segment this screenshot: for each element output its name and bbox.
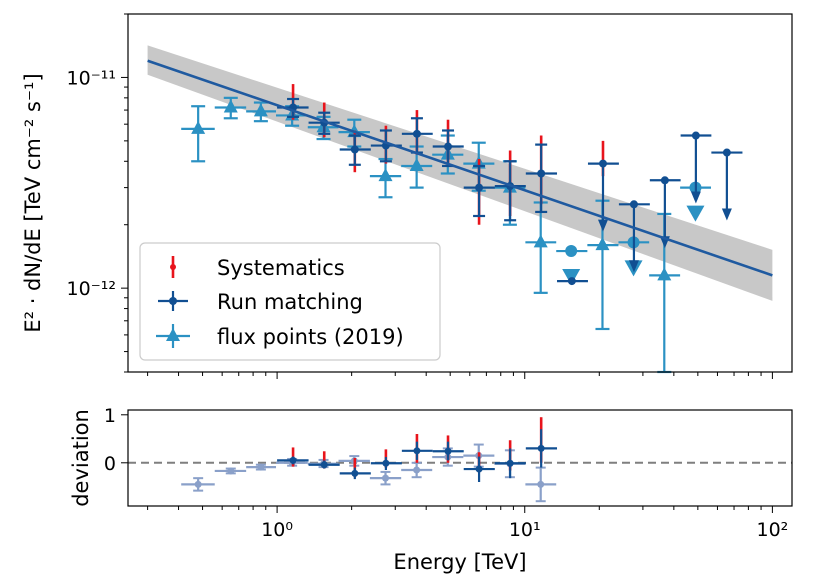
residual-flux-point-2019 xyxy=(246,463,277,471)
main-spectrum-panel: 10⁻¹¹ 10⁻¹² E² · dN/dE [TeV cm⁻² s⁻¹] Syste… xyxy=(21,13,793,379)
flux-ul-arrow xyxy=(562,269,581,286)
flux-point-marker xyxy=(378,168,393,182)
residual-flux-marker xyxy=(227,467,235,475)
run-matching-ul-marker xyxy=(691,131,700,140)
run-matching-ul-arrow xyxy=(690,191,701,204)
legend-box xyxy=(139,242,441,361)
run-matching-point xyxy=(339,134,371,166)
residual-run-matching-point xyxy=(370,457,402,470)
residual-y-axis-label: deviation xyxy=(69,409,93,507)
residual-flux-point-2019 xyxy=(369,470,402,486)
run-matching-point xyxy=(463,164,495,218)
residual-flux-point-2019 xyxy=(214,467,247,475)
run-matching-marker xyxy=(350,145,359,154)
flux-point-marker xyxy=(191,120,206,134)
flux-ul-arrow xyxy=(686,205,705,222)
run-matching-ul-arrow xyxy=(628,260,639,273)
run-matching-upper-limit xyxy=(649,176,681,249)
run-matching-upper-limit xyxy=(680,131,712,204)
residual-run-matching-marker xyxy=(475,465,483,473)
run-matching-marker xyxy=(444,142,453,151)
residual-panel: 1 0 10⁰ 10¹ 10² deviation Energy [TeV] xyxy=(69,405,793,574)
run-matching-marker xyxy=(537,169,546,178)
run-matching-ul-arrow xyxy=(597,219,608,232)
legend-run-matching-marker xyxy=(169,297,177,305)
residual-run-matching-point xyxy=(463,456,495,482)
residual-y-tick-label: 1 xyxy=(104,405,116,427)
legend-label: flux points (2019) xyxy=(217,325,404,349)
residual-run-matching-marker xyxy=(506,459,514,467)
flux-point-marker xyxy=(253,103,268,117)
residual-run-matching-point xyxy=(494,448,526,479)
run-matching-upper-limit xyxy=(711,148,743,221)
run-matching-marker xyxy=(567,277,576,286)
flux-point-2019 xyxy=(214,96,247,120)
run-matching-upper-limit xyxy=(618,200,650,273)
legend-label: Run matching xyxy=(217,290,363,314)
flux-point-marker xyxy=(223,99,238,113)
residual-flux-point-2019 xyxy=(181,477,215,492)
legend-systematics-marker xyxy=(170,264,176,270)
y-axis-label: E² · dN/dE [TeV cm⁻² s⁻¹] xyxy=(21,73,45,332)
residual-run-matching-point xyxy=(432,441,464,461)
residual-run-matching-point xyxy=(525,429,558,468)
residual-run-matching-marker xyxy=(320,461,328,469)
residual-run-matching-marker xyxy=(351,469,359,477)
run-matching-marker xyxy=(475,183,484,192)
residual-flux-marker xyxy=(382,474,390,482)
model-fit-line xyxy=(147,59,773,277)
run-matching-ul-marker xyxy=(629,200,638,209)
residual-axes-frame xyxy=(127,409,793,507)
run-matching-point xyxy=(308,111,340,135)
legend-label: Systematics xyxy=(217,256,345,280)
residual-flux-marker xyxy=(537,480,545,488)
run-matching-point xyxy=(557,277,588,286)
x-tick-label: 10¹ xyxy=(509,519,541,541)
residual-flux-point-2019 xyxy=(525,466,557,503)
flux-point-2019 xyxy=(181,105,215,163)
x-tick-label: 10² xyxy=(756,519,788,541)
x-axis-label: Energy [TeV] xyxy=(393,550,526,574)
residual-flux-point-2019 xyxy=(401,461,433,479)
residual-run-matching-point xyxy=(277,456,309,465)
residual-run-matching-marker xyxy=(537,444,545,452)
run-matching-ul-marker xyxy=(722,148,731,157)
main-axes-frame xyxy=(127,13,793,373)
residual-run-matching-marker xyxy=(444,447,452,455)
run-matching-ul-arrow xyxy=(721,208,732,221)
residual-flux-marker xyxy=(413,466,421,474)
model-confidence-band xyxy=(147,45,773,301)
residual-run-matching-marker xyxy=(382,459,390,467)
y-tick-label: 10⁻¹¹ xyxy=(67,67,116,89)
run-matching-marker xyxy=(412,129,421,138)
flux-point-marker xyxy=(657,267,672,281)
flux-upper-limit-2019 xyxy=(556,245,588,286)
run-matching-ul-marker xyxy=(598,159,607,168)
residual-run-matching-point xyxy=(401,441,433,460)
flux-point-marker xyxy=(533,234,548,248)
y-tick-label: 10⁻¹² xyxy=(67,278,116,300)
x-tick-label: 10⁰ xyxy=(261,519,293,541)
residual-run-matching-marker xyxy=(413,447,421,455)
flux-point-marker xyxy=(409,157,424,171)
run-matching-point xyxy=(525,143,558,214)
flux-point-marker xyxy=(595,237,610,251)
residual-run-matching-point xyxy=(339,467,371,480)
residual-y-tick-label: 0 xyxy=(104,453,116,475)
residual-run-matching-marker xyxy=(289,456,297,464)
legend-flux-marker xyxy=(166,328,180,341)
residual-flux-marker xyxy=(257,463,265,471)
legend: Systematics Run matching flux points (2019… xyxy=(139,242,441,361)
flux-ul-marker xyxy=(565,245,578,258)
residual-run-matching-point xyxy=(308,460,340,469)
residual-flux-marker xyxy=(194,480,202,488)
run-matching-ul-marker xyxy=(660,176,669,185)
